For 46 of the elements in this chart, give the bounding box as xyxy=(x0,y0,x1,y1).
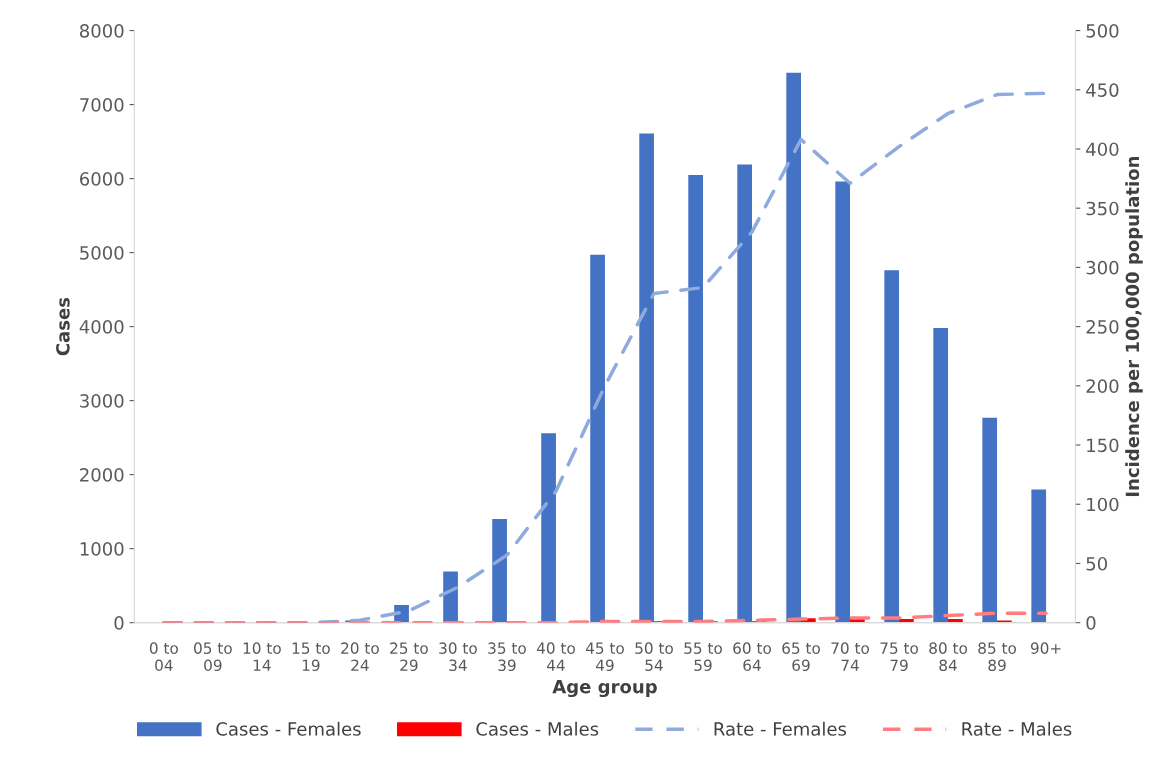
legend-label: Cases - Males xyxy=(476,721,599,736)
y-tick-label: 6000 xyxy=(80,172,124,186)
x-tick-label: 40 to 44 xyxy=(536,642,575,671)
y-tick-label: 2000 xyxy=(80,468,124,482)
y2-tick-label: 200 xyxy=(1086,379,1119,393)
y2-tick-label: 250 xyxy=(1086,320,1119,334)
x-tick-label: 05 to 09 xyxy=(194,642,232,672)
x-tick-label: 0 to 04 xyxy=(149,642,178,672)
y2-tick-label: 350 xyxy=(1086,201,1119,216)
y2-tick-label: 100 xyxy=(1087,497,1119,512)
y2-axis-title: Incidence per 100,000 population xyxy=(1125,156,1143,497)
x-tick-label: 45 to 49 xyxy=(585,642,624,672)
legend-label: Rate - Females xyxy=(714,721,847,736)
y2-tick-label: 0 xyxy=(1086,616,1096,630)
x-tick-label: 50 to 54 xyxy=(635,642,673,672)
y2-tick-label: 400 xyxy=(1086,142,1119,157)
legend-label: Rate - Males xyxy=(962,721,1072,736)
x-tick-label: 60 to 64 xyxy=(733,642,771,672)
x-axis-title: Age group xyxy=(552,679,657,698)
y-tick-label: 5000 xyxy=(80,246,124,260)
y-tick-label: 7000 xyxy=(80,98,124,112)
legend-label: Cases - Females xyxy=(216,721,361,736)
y-tick-label: 4000 xyxy=(79,320,124,334)
x-tick-label: 25 to 29 xyxy=(390,642,428,672)
x-tick-label: 35 to 39 xyxy=(488,642,526,672)
x-tick-label: 20 to 24 xyxy=(341,642,379,671)
x-tick-label: 85 to 89 xyxy=(978,642,1017,672)
y2-tick-label: 450 xyxy=(1086,83,1119,97)
y2-tick-label: 50 xyxy=(1086,556,1107,571)
y2-tick-label: 500 xyxy=(1086,24,1119,38)
x-tick-label: 75 to 79 xyxy=(880,642,919,672)
y-tick-label: 8000 xyxy=(79,24,124,38)
x-tick-label: 10 to 14 xyxy=(243,642,281,671)
y-tick-label: 1000 xyxy=(80,542,124,556)
x-tick-label: 15 to 19 xyxy=(292,642,330,672)
x-tick-label: 80 to 84 xyxy=(929,642,968,672)
y-tick-label: 3000 xyxy=(80,394,124,408)
y-axis-title: Cases xyxy=(56,297,70,356)
x-tick-label: 65 to 69 xyxy=(782,642,820,672)
x-tick-label: 30 to 34 xyxy=(439,642,477,672)
y-tick-label: 0 xyxy=(114,616,124,630)
x-tick-label: 55 to 59 xyxy=(684,642,722,672)
x-tick-label: 90+ xyxy=(1030,642,1061,654)
y2-tick-label: 300 xyxy=(1086,260,1119,275)
y2-tick-label: 150 xyxy=(1087,438,1119,453)
x-tick-label: 70 to 74 xyxy=(831,642,869,671)
